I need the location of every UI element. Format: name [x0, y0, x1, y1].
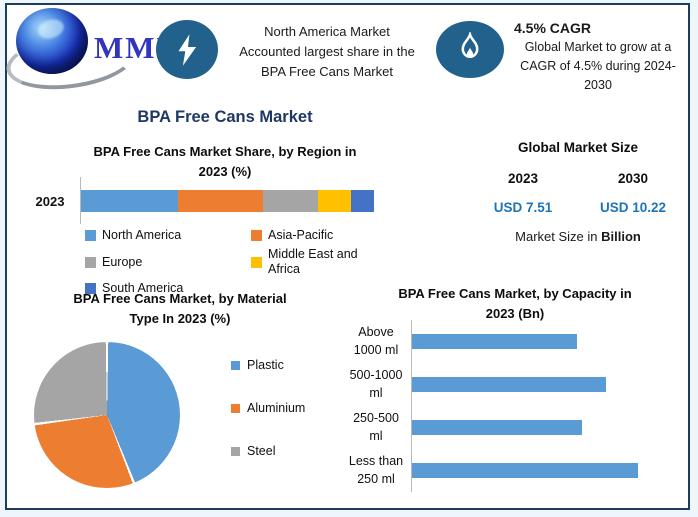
lightning-bolt-glyph	[178, 33, 197, 66]
legend-item-north-america: North America	[85, 228, 251, 243]
capacity-row-less-than-250-ml: Less than 250 ml	[345, 449, 663, 492]
legend-swatch	[251, 256, 262, 268]
capacity-bar-track	[411, 320, 663, 363]
legend-label: South America	[102, 281, 184, 295]
market-size-year-2023: 2023	[507, 171, 539, 186]
unit-note-prefix: Market Size in	[515, 229, 602, 244]
capacity-bar	[412, 463, 638, 478]
unit-note-bold: Billion	[601, 229, 641, 244]
region-legend: North America Asia-Pacific Europe Middle Ea…	[85, 228, 391, 296]
legend-swatch	[85, 283, 96, 294]
legend-label: Aluminium	[247, 401, 306, 415]
legend-label: Middle East and Africa	[268, 247, 358, 276]
region-chart-title: BPA Free Cans Market Share, by Region in…	[93, 144, 357, 179]
globe-highlight	[35, 16, 67, 42]
lightning-icon	[156, 20, 218, 79]
legend-swatch	[85, 256, 96, 268]
capacity-bar-track	[411, 363, 663, 406]
legend-label: Plastic	[247, 358, 284, 372]
capacity-category-label: Less than 250 ml	[348, 454, 404, 486]
legend-item-middle-east-and-africa: Middle East and Africa	[251, 247, 391, 277]
legend-swatch	[231, 361, 240, 370]
bar-segment-middle-east-and-africa	[318, 190, 351, 212]
capacity-row-above-1000-ml: Above 1000 ml	[345, 320, 663, 363]
market-size-value-2030: USD 10.22	[599, 200, 667, 215]
market-size-unit-note: Market Size in Billion	[468, 229, 688, 244]
cagr-block: 4.5% CAGR Global Market to grow at a CAG…	[502, 20, 694, 94]
flame-glyph	[461, 31, 479, 58]
legend-swatch	[251, 230, 262, 241]
market-size-year-2030: 2030	[617, 171, 649, 186]
legend-item-south-america: South America	[85, 281, 251, 296]
cagr-title: 4.5% CAGR	[514, 20, 592, 36]
legend-item-asia-pacific: Asia-Pacific	[251, 228, 391, 243]
legend-label: Europe	[102, 254, 143, 269]
capacity-category-label: 250-500 ml	[353, 411, 399, 443]
legend-swatch	[85, 230, 96, 241]
region-chart-category-label: 2023	[35, 194, 65, 209]
legend-label: North America	[102, 228, 182, 242]
page-title: BPA Free Cans Market	[137, 108, 313, 126]
capacity-row-250-500-ml: 250-500 ml	[345, 406, 663, 449]
capacity-bar	[412, 334, 577, 349]
legend-item-europe: Europe	[85, 247, 251, 277]
global-market-size-panel: Global Market Size 2023 2030 USD 7.51 US…	[468, 140, 688, 244]
capacity-chart-title: BPA Free Cans Market, by Capacity in 202…	[398, 286, 632, 321]
capacity-category-label: Above 1000 ml	[353, 325, 399, 357]
bar-segment-asia-pacific	[177, 190, 263, 212]
legend-label: Asia-Pacific	[268, 228, 334, 242]
capacity-bar-track	[411, 449, 663, 492]
legend-item-steel: Steel	[231, 444, 305, 459]
cagr-body-text: Global Market to grow at a CAGR of 4.5% …	[520, 40, 676, 92]
flame-icon	[436, 21, 504, 78]
header-highlight-text: North America Market Accounted largest s…	[239, 24, 415, 80]
legend-label: Steel	[247, 444, 276, 458]
legend-swatch	[231, 404, 240, 413]
capacity-row-500-1000-ml: 500-1000 ml	[345, 363, 663, 406]
material-legend: Plastic Aluminium Steel	[231, 358, 305, 487]
material-chart-title: BPA Free Cans Market, by Material Type I…	[73, 291, 287, 326]
legend-item-plastic: Plastic	[231, 358, 305, 373]
region-chart-y-axis	[80, 177, 81, 224]
region-stacked-bar	[81, 190, 374, 212]
capacity-bar-track	[411, 406, 663, 449]
capacity-bar	[412, 420, 582, 435]
globe-icon	[16, 8, 88, 74]
legend-swatch	[231, 447, 240, 456]
material-pie	[34, 342, 180, 488]
market-size-values-row: USD 7.51 USD 10.22	[468, 200, 688, 215]
market-size-value-2023: USD 7.51	[493, 200, 553, 215]
capacity-category-label: 500-1000 ml	[349, 368, 403, 400]
capacity-rows: Above 1000 ml 500-1000 ml 250-500 ml Less t…	[345, 320, 663, 492]
legend-item-aluminium: Aluminium	[231, 401, 305, 416]
bar-segment-north-america	[81, 190, 178, 212]
capacity-bar	[412, 377, 606, 392]
market-size-years-row: 2023 2030	[468, 171, 688, 186]
bar-segment-europe	[262, 190, 319, 212]
bar-segment-south-america	[350, 190, 374, 212]
global-market-size-title: Global Market Size	[517, 140, 639, 155]
